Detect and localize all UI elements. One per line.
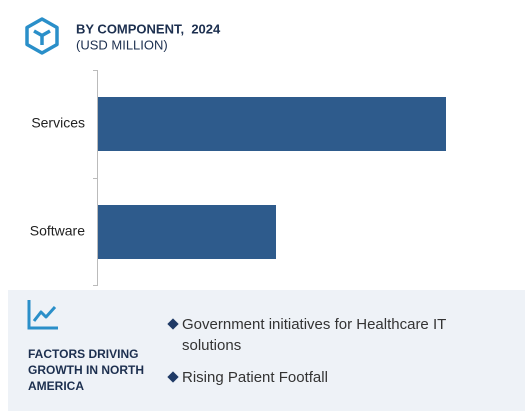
chart-title: BY COMPONENT, 2024 — [76, 21, 221, 36]
factors-title: FACTORS DRIVING GROWTH IN NORTH AMERICA — [28, 347, 144, 393]
bullet — [167, 318, 179, 330]
bullet — [167, 371, 179, 383]
factor-item: Rising Patient Footfall — [167, 367, 468, 388]
factor-item: Government initiatives for Healthcare IT… — [167, 314, 468, 356]
category-label: Services — [31, 115, 85, 131]
bar — [98, 205, 276, 259]
component-icon — [25, 17, 59, 55]
factor-text: Government initiatives for Healthcare IT… — [182, 316, 447, 354]
category-label: Software — [30, 223, 85, 239]
factor-list: Government initiatives for Healthcare IT… — [167, 314, 468, 399]
factors-icon — [27, 300, 58, 330]
factor-text: Rising Patient Footfall — [182, 369, 328, 386]
factors-panel: FACTORS DRIVING GROWTH IN NORTH AMERICA … — [8, 290, 525, 411]
category-axis — [93, 70, 98, 286]
chart-subtitle: (USD MILLION) — [76, 37, 168, 52]
bar — [98, 97, 446, 151]
chart: BY COMPONENT, 2024 (USD MILLION) Service… — [25, 17, 446, 286]
